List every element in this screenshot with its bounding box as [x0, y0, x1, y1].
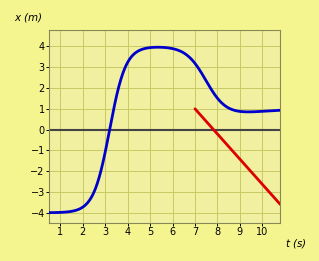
Text: $x$ (m): $x$ (m) [14, 11, 43, 24]
Text: $t$ (s): $t$ (s) [285, 237, 307, 250]
